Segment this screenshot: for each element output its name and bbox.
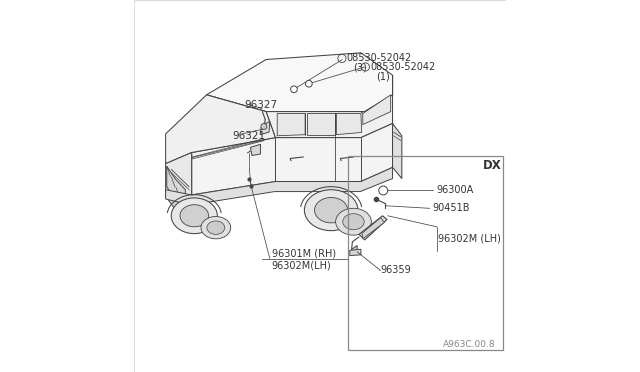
Text: (3): (3) (353, 63, 367, 73)
Ellipse shape (207, 221, 225, 234)
Polygon shape (250, 144, 260, 155)
Text: 96302M (LH): 96302M (LH) (438, 234, 501, 244)
Ellipse shape (172, 198, 218, 234)
Circle shape (261, 124, 267, 129)
Polygon shape (191, 95, 275, 153)
Polygon shape (166, 153, 191, 216)
Text: 96302M(LH): 96302M(LH) (271, 261, 332, 271)
Text: A963C.00.8: A963C.00.8 (443, 340, 495, 349)
Ellipse shape (314, 198, 348, 223)
Text: DX: DX (483, 159, 502, 172)
Polygon shape (260, 121, 270, 135)
Circle shape (379, 186, 388, 195)
Text: 96300A: 96300A (436, 186, 474, 195)
Bar (348, 156, 504, 350)
Polygon shape (266, 75, 392, 138)
Polygon shape (359, 216, 387, 240)
Text: 90451B: 90451B (433, 203, 470, 213)
Polygon shape (207, 53, 392, 112)
Polygon shape (392, 124, 402, 179)
Ellipse shape (305, 190, 358, 231)
Polygon shape (166, 167, 392, 205)
Polygon shape (351, 246, 357, 253)
Circle shape (305, 80, 312, 87)
Polygon shape (349, 249, 361, 256)
Polygon shape (277, 113, 305, 136)
Polygon shape (167, 166, 186, 209)
Polygon shape (337, 113, 362, 135)
Ellipse shape (180, 205, 209, 227)
Polygon shape (166, 95, 275, 164)
Polygon shape (363, 95, 390, 125)
Polygon shape (307, 113, 335, 135)
Polygon shape (191, 124, 392, 195)
Polygon shape (362, 218, 385, 239)
Text: 96359: 96359 (380, 265, 411, 275)
Text: 96301M (RH): 96301M (RH) (271, 249, 336, 259)
Polygon shape (166, 190, 189, 220)
Ellipse shape (335, 208, 371, 235)
Ellipse shape (201, 217, 231, 239)
Text: 08530-52042: 08530-52042 (347, 54, 412, 63)
Ellipse shape (343, 214, 364, 230)
Text: 96327: 96327 (245, 100, 278, 110)
Text: (1): (1) (376, 71, 390, 81)
Text: 96321: 96321 (232, 131, 266, 141)
Circle shape (291, 86, 298, 93)
Text: 08530-52042: 08530-52042 (371, 62, 436, 72)
